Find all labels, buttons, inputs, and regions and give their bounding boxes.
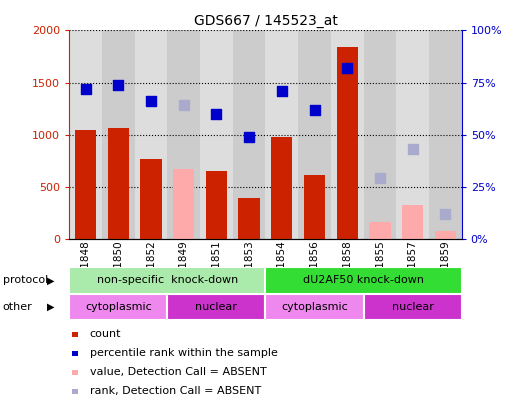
Text: nuclear: nuclear (392, 302, 433, 312)
Bar (75, 130, 96, 239)
Point (343, 65, 351, 71)
Bar (435, 230, 456, 239)
Bar (102, 30, 134, 239)
Point (82, 85, 90, 92)
Point (408, 146, 417, 153)
Title: GDS667 / 145523_at: GDS667 / 145523_at (193, 14, 338, 28)
Bar (337, 47, 358, 239)
Text: count: count (90, 329, 121, 339)
Text: cytoplasmic: cytoplasmic (85, 302, 152, 312)
Point (114, 81, 123, 88)
Bar (239, 198, 260, 239)
Bar (396, 30, 429, 239)
Bar (233, 30, 265, 239)
Bar (141, 159, 162, 239)
Bar (206, 171, 227, 239)
Bar (167, 294, 266, 320)
Bar (304, 175, 325, 239)
Text: nuclear: nuclear (195, 302, 238, 312)
Point (147, 98, 155, 104)
Point (212, 111, 221, 117)
Point (245, 134, 253, 140)
Bar (266, 294, 364, 320)
Bar (173, 169, 194, 239)
Bar (134, 30, 167, 239)
Bar (298, 30, 331, 239)
Bar (69, 30, 102, 239)
Point (310, 107, 319, 113)
Text: value, Detection Call = ABSENT: value, Detection Call = ABSENT (90, 367, 267, 377)
Text: non-specific  knock-down: non-specific knock-down (97, 275, 238, 286)
Point (441, 211, 449, 217)
Bar (429, 30, 462, 239)
Bar (369, 222, 390, 239)
Bar (69, 267, 266, 294)
Point (180, 102, 188, 109)
Bar (271, 137, 292, 239)
Bar (69, 294, 167, 320)
Text: dU2AF50 knock-down: dU2AF50 knock-down (303, 275, 424, 286)
Bar (108, 128, 129, 239)
Text: ▶: ▶ (47, 302, 54, 312)
Bar (364, 30, 396, 239)
Bar (331, 30, 364, 239)
Text: cytoplasmic: cytoplasmic (281, 302, 348, 312)
Bar (167, 30, 200, 239)
Text: protocol: protocol (3, 275, 48, 286)
Bar (200, 30, 233, 239)
Text: other: other (3, 302, 32, 312)
Bar (402, 205, 423, 239)
Bar (364, 294, 462, 320)
Bar (265, 30, 298, 239)
Text: rank, Detection Call = ABSENT: rank, Detection Call = ABSENT (90, 386, 261, 396)
Text: percentile rank within the sample: percentile rank within the sample (90, 348, 278, 358)
Text: ▶: ▶ (47, 275, 54, 286)
Bar (266, 267, 462, 294)
Point (376, 175, 384, 182)
Point (278, 87, 286, 94)
